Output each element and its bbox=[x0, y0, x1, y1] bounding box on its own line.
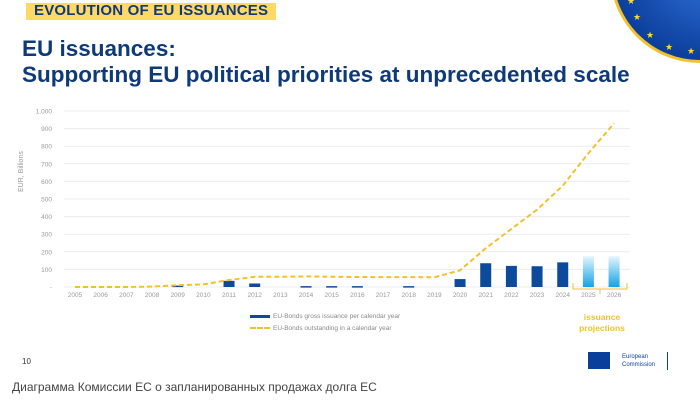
logo-line-1: European bbox=[622, 354, 649, 360]
x-tick-label: 2016 bbox=[350, 292, 365, 299]
outstanding-line bbox=[75, 122, 615, 288]
x-tick-label: 2010 bbox=[196, 292, 211, 299]
legend-label: EU-Bonds outstanding in a calendar year bbox=[273, 324, 392, 332]
bar-2024 bbox=[557, 262, 569, 287]
title-line-1: EU issuances: bbox=[22, 36, 176, 61]
logo-text: European Commission bbox=[622, 353, 655, 369]
x-tick-label: 2024 bbox=[555, 292, 570, 299]
x-tick-label: 2014 bbox=[299, 292, 314, 299]
x-tick-label: 2019 bbox=[427, 292, 442, 299]
y-tick-label: 300 bbox=[41, 232, 52, 239]
star-icon: ★ bbox=[627, 0, 636, 6]
x-tick-label: 2011 bbox=[222, 292, 236, 299]
eu-flag-icon bbox=[588, 352, 610, 369]
x-tick-label: 2021 bbox=[478, 292, 493, 299]
projection-text-1: issuance bbox=[583, 312, 621, 322]
page-number: 10 bbox=[22, 357, 31, 366]
title-line-2: Supporting EU political priorities at un… bbox=[22, 62, 630, 87]
image-caption: Диаграмма Комиссии ЕС о запланированных … bbox=[12, 380, 377, 394]
y-tick-label: 700 bbox=[41, 161, 52, 168]
section-tag: EVOLUTION OF EU ISSUANCES bbox=[26, 2, 277, 20]
bar-2021 bbox=[480, 263, 492, 287]
bar-2011 bbox=[223, 280, 235, 287]
bar-2009 bbox=[172, 285, 184, 288]
projection-annotation: issuance projections bbox=[572, 312, 632, 334]
x-tick-label: 2013 bbox=[273, 292, 288, 299]
x-tick-label: 2020 bbox=[453, 292, 468, 299]
x-tick-label: 2006 bbox=[93, 292, 108, 299]
legend-swatch-bar bbox=[250, 314, 270, 318]
chart-legend: EU-Bonds gross issuance per calendar yea… bbox=[250, 310, 400, 334]
x-tick-label: 2012 bbox=[247, 292, 262, 299]
x-tick-label: 2007 bbox=[119, 292, 134, 299]
bar-2020 bbox=[454, 279, 466, 287]
legend-item-issuance: EU-Bonds gross issuance per calendar yea… bbox=[250, 310, 400, 322]
issuance-chart: - 100 200 300 400 500 600 700 800 900 1.000 2005 20… bbox=[36, 109, 630, 299]
y-tick-label: 800 bbox=[41, 144, 52, 151]
european-commission-logo: European Commission bbox=[580, 348, 672, 374]
bar-2022 bbox=[505, 265, 517, 287]
y-tick-label: 100 bbox=[41, 267, 52, 274]
bar-2014 bbox=[300, 286, 312, 288]
legend-label: EU-Bonds gross issuance per calendar yea… bbox=[273, 312, 401, 320]
legend-item-outstanding: EU-Bonds outstanding in a calendar year bbox=[250, 322, 400, 334]
legend-swatch-dash bbox=[250, 327, 270, 329]
x-tick-label: 2015 bbox=[324, 292, 339, 299]
bar-2026 bbox=[608, 256, 620, 287]
x-tick-label: 2017 bbox=[376, 292, 391, 299]
x-tick-label: 2026 bbox=[607, 292, 622, 299]
projection-bracket bbox=[572, 283, 628, 294]
x-tick-label: 2023 bbox=[530, 292, 545, 299]
x-tick-label: 2005 bbox=[68, 292, 83, 299]
star-icon: ★ bbox=[665, 42, 674, 52]
bar-2018 bbox=[403, 286, 415, 288]
star-icon: ★ bbox=[646, 30, 655, 40]
y-tick-label: 200 bbox=[41, 249, 52, 256]
page-title: EU issuances: Supporting EU political pr… bbox=[22, 36, 630, 88]
bar-2023 bbox=[531, 266, 543, 287]
logo-line-2: Commission bbox=[622, 362, 656, 368]
star-icon: ★ bbox=[687, 46, 696, 56]
y-tick-label: - bbox=[50, 285, 52, 292]
section-tag-text: EVOLUTION OF EU ISSUANCES bbox=[34, 2, 269, 19]
logo-divider bbox=[667, 352, 668, 370]
x-tick-label: 2018 bbox=[401, 292, 416, 299]
bar-2012 bbox=[249, 283, 261, 287]
bar-2015 bbox=[326, 286, 338, 288]
x-tick-label: 2008 bbox=[145, 292, 160, 299]
y-tick-label: 1.000 bbox=[36, 109, 53, 116]
star-icon: ★ bbox=[633, 12, 642, 22]
y-tick-label: 400 bbox=[41, 214, 52, 221]
y-tick-label: 500 bbox=[41, 197, 52, 204]
x-tick-label: 2022 bbox=[504, 292, 519, 299]
x-tick-label: 2009 bbox=[170, 292, 185, 299]
y-tick-label: 900 bbox=[41, 126, 52, 133]
y-tick-label: 600 bbox=[41, 179, 52, 186]
projection-text-2: projections bbox=[579, 323, 625, 333]
bar-2025 bbox=[582, 256, 594, 287]
x-tick-label: 2025 bbox=[581, 292, 596, 299]
bar-2016 bbox=[351, 286, 363, 288]
